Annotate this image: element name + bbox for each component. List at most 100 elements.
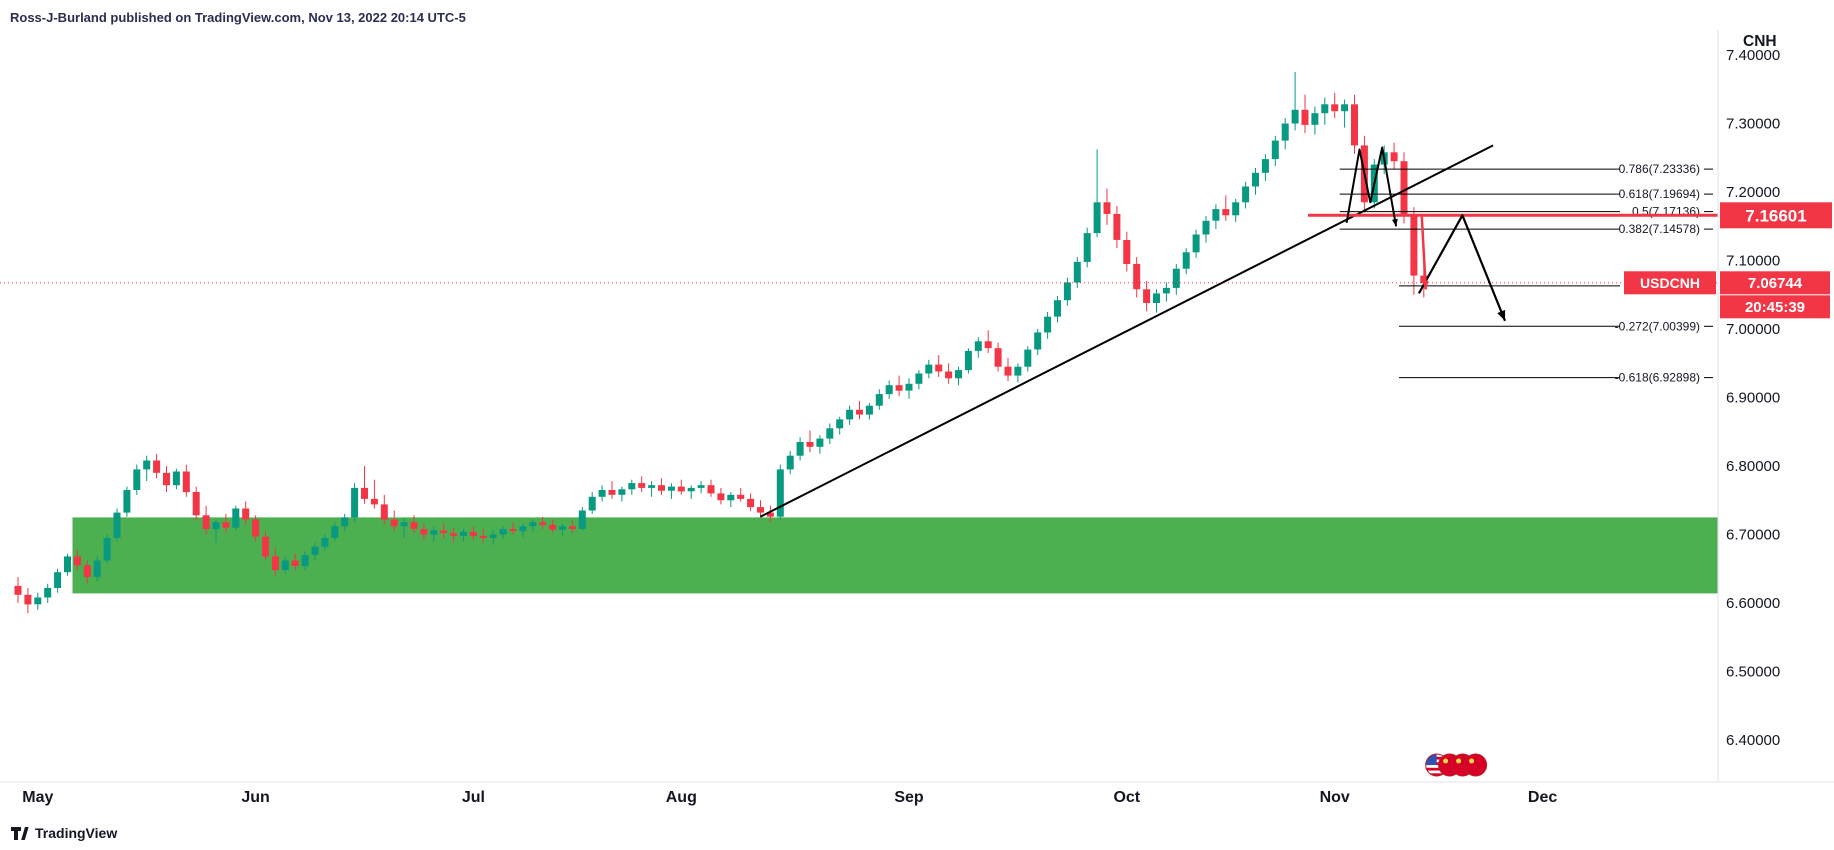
month-label-May[interactable]: May [22,789,53,806]
candle[interactable] [806,442,814,447]
candle[interactable] [549,524,557,530]
candle[interactable] [301,555,309,567]
candle[interactable] [331,526,339,538]
candle[interactable] [242,508,250,520]
candle[interactable] [895,385,903,391]
candle[interactable] [479,535,487,538]
candle[interactable] [578,510,586,530]
candle[interactable] [321,537,329,547]
candle[interactable] [727,494,735,501]
candle[interactable] [1212,209,1220,221]
time-axis[interactable]: May Jun Jul Aug Sep Oct Nov Dec [22,789,1557,806]
candle[interactable] [598,490,606,497]
candle[interactable] [400,522,408,527]
candle[interactable] [202,515,210,529]
candle[interactable] [786,455,794,470]
candle[interactable] [1093,202,1101,234]
candle[interactable] [1202,220,1210,235]
candle[interactable] [1291,109,1299,124]
candle[interactable] [697,485,705,488]
candle[interactable] [836,419,844,429]
tradingview-logo-icon[interactable] [10,823,29,842]
candle[interactable] [1301,109,1309,125]
candle[interactable] [460,531,467,536]
candle[interactable] [222,522,230,528]
candle[interactable] [1103,202,1111,214]
candle[interactable] [281,560,289,571]
candle[interactable] [677,486,685,492]
candle[interactable] [1271,140,1279,160]
candle[interactable] [64,556,71,573]
candle[interactable] [856,409,863,415]
candle[interactable] [83,565,91,577]
candle[interactable] [648,485,656,488]
candle[interactable] [984,341,992,349]
candle[interactable] [351,487,359,518]
candle[interactable] [1083,233,1091,262]
candle[interactable] [955,370,962,379]
month-label-Nov[interactable]: Nov [1320,789,1350,806]
candle[interactable] [945,371,953,379]
candle[interactable] [1063,282,1071,301]
candle[interactable] [757,507,764,513]
candle[interactable] [658,485,665,491]
candle[interactable] [618,489,626,495]
candle[interactable] [568,526,576,529]
candle[interactable] [232,508,240,528]
candle[interactable] [1341,104,1349,112]
candle[interactable] [766,512,774,517]
candle[interactable] [1420,275,1428,284]
candle[interactable] [519,526,527,532]
candle[interactable] [1054,300,1061,317]
candle[interactable] [964,350,972,371]
candle[interactable] [776,469,784,517]
candle[interactable] [262,536,269,557]
candle[interactable] [1232,202,1240,216]
candle[interactable] [1123,240,1131,264]
candle[interactable] [905,383,913,391]
candle[interactable] [1222,209,1230,216]
candle[interactable] [93,560,101,577]
candle[interactable] [509,529,517,532]
candle[interactable] [628,483,636,490]
candle[interactable] [608,490,616,495]
candle[interactable] [361,487,368,499]
candle[interactable] [499,529,507,535]
candle[interactable] [737,494,745,499]
candle[interactable] [341,517,349,527]
candle[interactable] [103,537,111,561]
candle[interactable] [113,512,121,538]
flag-marker-cn-icon[interactable] [1464,753,1488,777]
candle[interactable] [1261,159,1269,173]
candle[interactable] [1153,293,1160,303]
candle[interactable] [1311,113,1319,125]
month-label-Aug[interactable]: Aug [666,789,697,806]
projection-path[interactable] [1417,214,1507,322]
candle[interactable] [163,472,170,486]
candle[interactable] [1242,186,1250,203]
candle[interactable] [935,364,943,372]
candle[interactable] [410,522,418,529]
candle[interactable] [291,560,299,567]
candle[interactable] [1014,366,1022,376]
candle[interactable] [1024,349,1032,367]
candle[interactable] [192,492,200,516]
candle[interactable] [1252,172,1259,187]
candle[interactable] [1172,268,1180,288]
candle[interactable] [588,496,596,511]
candle[interactable] [816,438,824,447]
candle[interactable] [54,572,62,588]
candle[interactable] [539,522,547,525]
candle[interactable] [707,485,715,494]
red-drop-arrow[interactable] [1420,216,1428,290]
candle[interactable] [24,594,32,605]
month-label-Dec[interactable]: Dec [1528,789,1557,806]
candle[interactable] [638,483,646,488]
candle[interactable] [1331,104,1339,112]
candle[interactable] [420,529,428,535]
candle[interactable] [1410,216,1418,276]
candle[interactable] [252,519,260,537]
candle[interactable] [34,597,42,605]
candle[interactable] [1004,366,1012,376]
